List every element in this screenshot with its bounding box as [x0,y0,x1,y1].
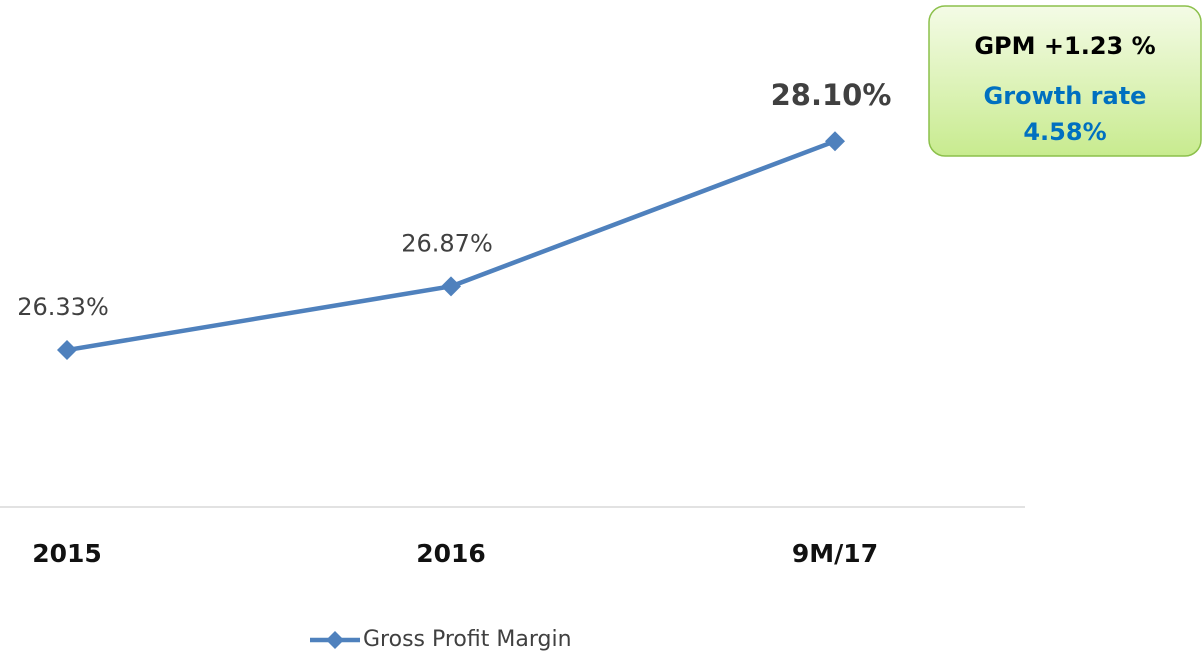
data-point [57,340,77,361]
legend-label: Gross Profit Margin [363,627,572,652]
data-point [825,131,845,152]
x-tick-label: 2015 [32,539,102,568]
legend-marker [326,631,344,649]
data-label: 26.33% [17,293,109,321]
annotation-text: Growth rate [984,82,1147,110]
data-label: 26.87% [401,229,493,257]
data-label: 28.10% [771,78,892,112]
data-point [441,276,461,297]
x-tick-label: 2016 [416,539,486,568]
annotation-text: GPM +1.23 % [974,32,1155,60]
annotation-text: 4.58% [1023,118,1106,146]
x-tick-label: 9M/17 [792,539,878,568]
annotation-box [928,5,1202,157]
